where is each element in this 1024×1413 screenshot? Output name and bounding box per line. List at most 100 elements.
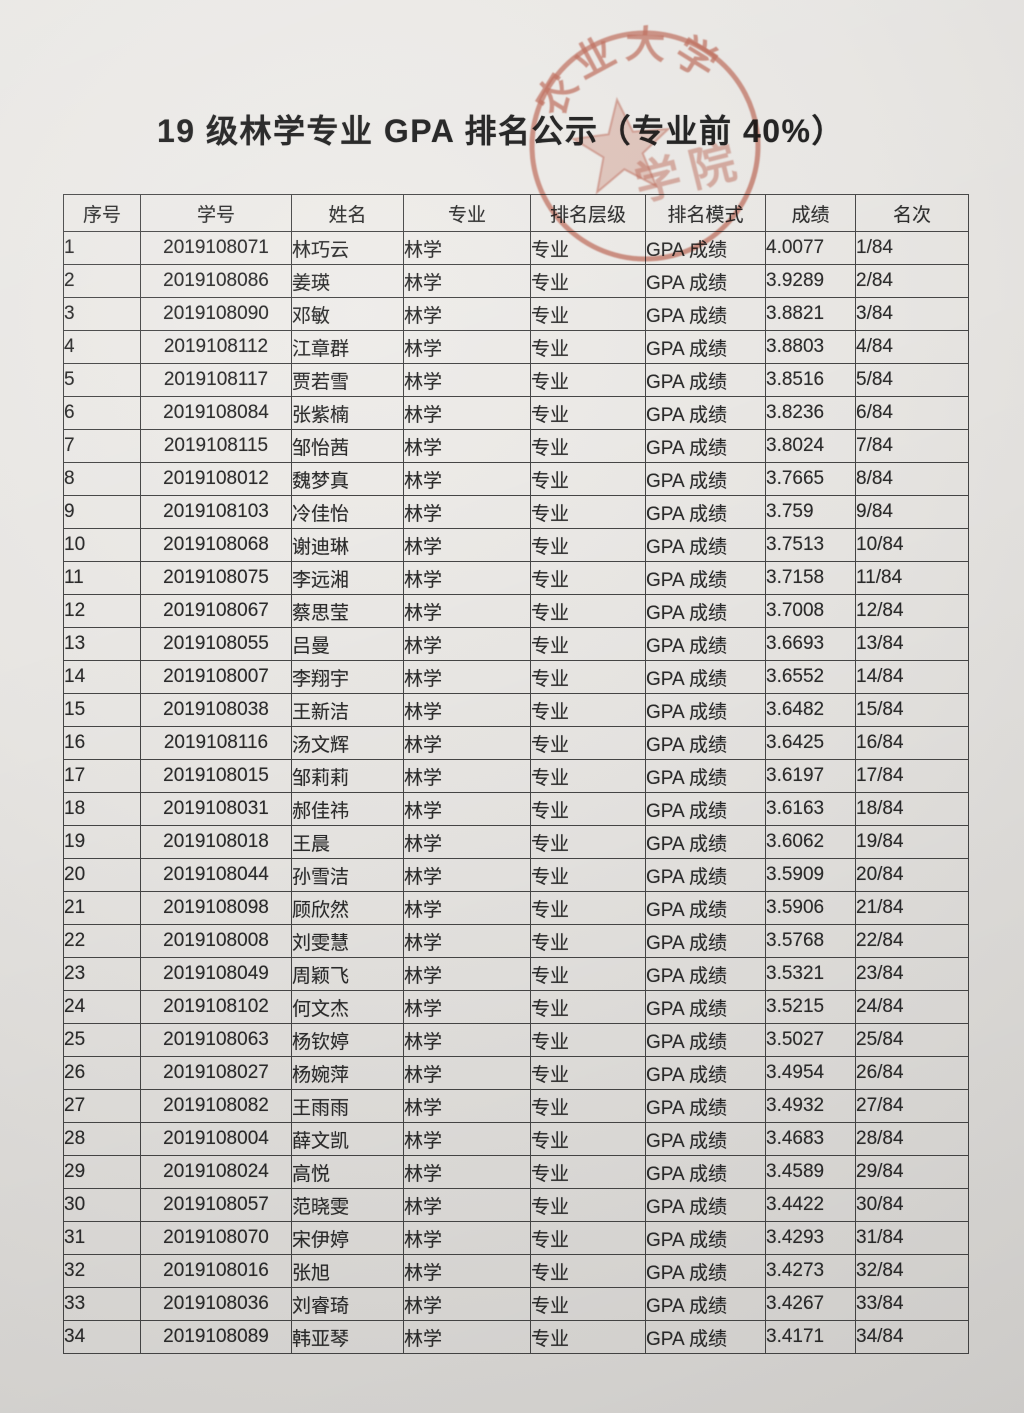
column-header-rank: 名次 <box>855 194 969 232</box>
cell-score: 3.8821 <box>765 297 856 331</box>
cell-major: 林学 <box>403 660 531 694</box>
table-row: 16 2019108116 汤文辉 林学 专业 GPA 成绩 3.6425 16/84 <box>63 726 969 760</box>
cell-ranking-mode: GPA 成绩 <box>645 726 766 760</box>
table-row: 24 2019108102 何文杰 林学 专业 GPA 成绩 3.5215 24/84 <box>63 990 969 1024</box>
cell-name: 吕曼 <box>291 627 404 661</box>
cell-score: 4.0077 <box>765 231 856 265</box>
cell-score: 3.6693 <box>765 627 856 661</box>
cell-name: 张紫楠 <box>291 396 404 430</box>
cell-ranking-mode: GPA 成绩 <box>645 1155 766 1189</box>
cell-student-id: 2019108008 <box>140 924 292 958</box>
cell-score: 3.6425 <box>765 726 856 760</box>
cell-name: 林巧云 <box>291 231 404 265</box>
cell-ranking-level: 专业 <box>530 1287 646 1321</box>
cell-major: 林学 <box>403 693 531 727</box>
cell-ranking-level: 专业 <box>530 1122 646 1156</box>
column-header-name: 姓名 <box>291 194 404 232</box>
table-row: 29 2019108024 高悦 林学 专业 GPA 成绩 3.4589 29/84 <box>63 1155 969 1189</box>
cell-index: 8 <box>63 462 141 496</box>
cell-name: 郝佳祎 <box>291 792 404 826</box>
cell-rank: 23/84 <box>855 957 969 991</box>
cell-name: 魏梦真 <box>291 462 404 496</box>
table-row: 13 2019108055 吕曼 林学 专业 GPA 成绩 3.6693 13/84 <box>63 627 969 661</box>
cell-student-id: 2019108016 <box>140 1254 292 1288</box>
cell-rank: 17/84 <box>855 759 969 793</box>
cell-name: 姜瑛 <box>291 264 404 298</box>
cell-major: 林学 <box>403 924 531 958</box>
cell-index: 30 <box>63 1188 141 1222</box>
cell-student-id: 2019108063 <box>140 1023 292 1057</box>
cell-rank: 2/84 <box>855 264 969 298</box>
cell-major: 林学 <box>403 528 531 562</box>
cell-score: 3.7513 <box>765 528 856 562</box>
cell-student-id: 2019108038 <box>140 693 292 727</box>
cell-student-id: 2019108075 <box>140 561 292 595</box>
cell-score: 3.6163 <box>765 792 856 826</box>
cell-name: 邹怡茜 <box>291 429 404 463</box>
cell-rank: 3/84 <box>855 297 969 331</box>
table-row: 21 2019108098 顾欣然 林学 专业 GPA 成绩 3.5906 21/84 <box>63 891 969 925</box>
table-row: 33 2019108036 刘睿琦 林学 专业 GPA 成绩 3.4267 33/84 <box>63 1287 969 1321</box>
table-row: 2 2019108086 姜瑛 林学 专业 GPA 成绩 3.9289 2/84 <box>63 264 969 298</box>
cell-index: 27 <box>63 1089 141 1123</box>
cell-rank: 5/84 <box>855 363 969 397</box>
cell-ranking-mode: GPA 成绩 <box>645 957 766 991</box>
cell-index: 19 <box>63 825 141 859</box>
cell-ranking-level: 专业 <box>530 957 646 991</box>
cell-student-id: 2019108057 <box>140 1188 292 1222</box>
cell-major: 林学 <box>403 1287 531 1321</box>
cell-score: 3.4267 <box>765 1287 856 1321</box>
cell-index: 12 <box>63 594 141 628</box>
cell-rank: 13/84 <box>855 627 969 661</box>
cell-rank: 22/84 <box>855 924 969 958</box>
cell-ranking-level: 专业 <box>530 1221 646 1255</box>
cell-index: 7 <box>63 429 141 463</box>
cell-rank: 1/84 <box>855 231 969 265</box>
cell-major: 林学 <box>403 891 531 925</box>
cell-ranking-level: 专业 <box>530 297 646 331</box>
cell-index: 24 <box>63 990 141 1024</box>
cell-name: 杨钦婷 <box>291 1023 404 1057</box>
table-row: 28 2019108004 薛文凯 林学 专业 GPA 成绩 3.4683 28/84 <box>63 1122 969 1156</box>
cell-ranking-level: 专业 <box>530 792 646 826</box>
table-row: 10 2019108068 谢迪琳 林学 专业 GPA 成绩 3.7513 10/84 <box>63 528 969 562</box>
table-row: 22 2019108008 刘雯慧 林学 专业 GPA 成绩 3.5768 22/84 <box>63 924 969 958</box>
cell-name: 杨婉萍 <box>291 1056 404 1090</box>
cell-score: 3.9289 <box>765 264 856 298</box>
column-header-major: 专业 <box>403 194 531 232</box>
cell-student-id: 2019108007 <box>140 660 292 694</box>
table-row: 30 2019108057 范晓雯 林学 专业 GPA 成绩 3.4422 30/84 <box>63 1188 969 1222</box>
cell-student-id: 2019108115 <box>140 429 292 463</box>
cell-major: 林学 <box>403 594 531 628</box>
table-row: 5 2019108117 贾若雪 林学 专业 GPA 成绩 3.8516 5/84 <box>63 363 969 397</box>
cell-student-id: 2019108044 <box>140 858 292 892</box>
cell-student-id: 2019108098 <box>140 891 292 925</box>
cell-ranking-mode: GPA 成绩 <box>645 231 766 265</box>
cell-name: 王雨雨 <box>291 1089 404 1123</box>
cell-score: 3.5906 <box>765 891 856 925</box>
table-row: 31 2019108070 宋伊婷 林学 专业 GPA 成绩 3.4293 31/84 <box>63 1221 969 1255</box>
cell-index: 4 <box>63 330 141 364</box>
cell-student-id: 2019108116 <box>140 726 292 760</box>
column-header-index: 序号 <box>63 194 141 232</box>
cell-ranking-level: 专业 <box>530 1056 646 1090</box>
cell-major: 林学 <box>403 330 531 364</box>
cell-ranking-mode: GPA 成绩 <box>645 363 766 397</box>
cell-rank: 24/84 <box>855 990 969 1024</box>
cell-ranking-level: 专业 <box>530 528 646 562</box>
cell-major: 林学 <box>403 1155 531 1189</box>
cell-ranking-mode: GPA 成绩 <box>645 396 766 430</box>
cell-ranking-level: 专业 <box>530 396 646 430</box>
cell-rank: 31/84 <box>855 1221 969 1255</box>
cell-student-id: 2019108012 <box>140 462 292 496</box>
cell-ranking-mode: GPA 成绩 <box>645 1056 766 1090</box>
cell-ranking-mode: GPA 成绩 <box>645 1287 766 1321</box>
cell-name: 冷佳怡 <box>291 495 404 529</box>
cell-ranking-level: 专业 <box>530 990 646 1024</box>
cell-name: 高悦 <box>291 1155 404 1189</box>
cell-name: 李远湘 <box>291 561 404 595</box>
cell-ranking-level: 专业 <box>530 462 646 496</box>
cell-name: 刘雯慧 <box>291 924 404 958</box>
cell-student-id: 2019108031 <box>140 792 292 826</box>
cell-rank: 8/84 <box>855 462 969 496</box>
